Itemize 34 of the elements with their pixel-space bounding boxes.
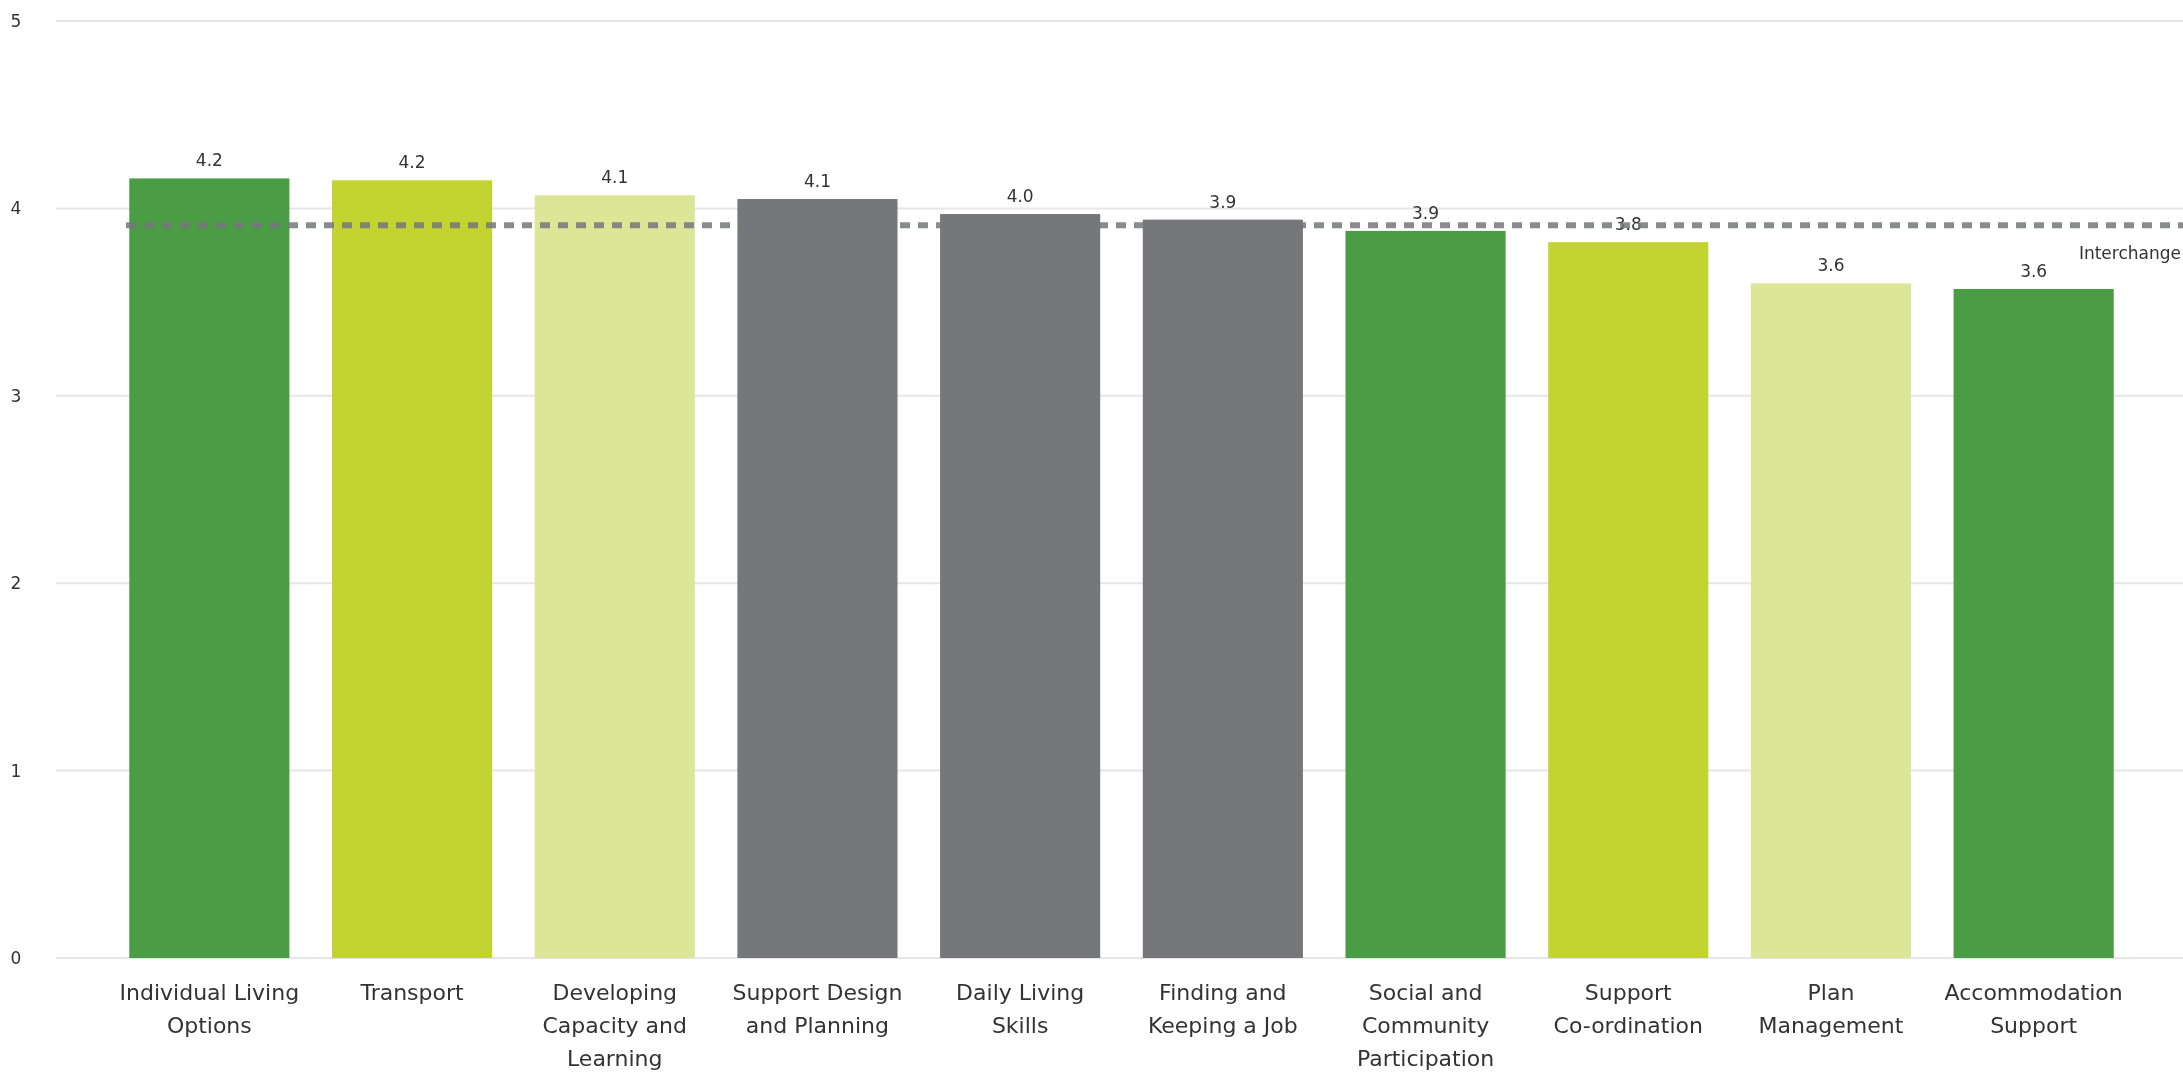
data-label: 4.2 xyxy=(195,150,223,171)
x-tick-label: Individual Living Options xyxy=(119,980,300,1038)
bar xyxy=(1345,230,1506,958)
bar xyxy=(534,195,695,958)
data-label: 3.6 xyxy=(1817,255,1845,276)
y-tick-label: 3 xyxy=(10,385,22,406)
data-label: 3.9 xyxy=(1412,202,1440,223)
bar xyxy=(129,178,290,958)
data-label: 4.1 xyxy=(601,167,629,188)
x-tick-label: Plan Management xyxy=(1758,980,1904,1038)
x-tick-label: Finding and Keeping a Job xyxy=(1147,980,1298,1038)
y-tick-label: 1 xyxy=(10,760,22,781)
y-tick-label: 0 xyxy=(10,947,22,968)
ref-line-label: Interchange xyxy=(2078,243,2181,264)
bar xyxy=(1953,288,2114,958)
x-tick-label: Transport xyxy=(359,980,465,1005)
x-tick-label: Accommodation Support xyxy=(1944,980,2123,1038)
bar xyxy=(331,180,493,958)
y-tick-label: 2 xyxy=(10,573,22,594)
data-label: 4.2 xyxy=(398,152,426,173)
data-label: 4.1 xyxy=(803,171,831,192)
y-tick-label: 5 xyxy=(10,10,22,31)
x-tick-label: Support Design and Planning xyxy=(732,980,903,1038)
data-label: 3.6 xyxy=(2020,260,2048,281)
y-tick-label: 4 xyxy=(10,198,22,219)
x-tick-label: Social and Community Participation xyxy=(1356,980,1495,1071)
x-tick-label: Developing Capacity and Learning xyxy=(542,980,688,1071)
bar xyxy=(1750,283,1912,958)
data-label: 3.9 xyxy=(1209,191,1237,212)
bar xyxy=(1548,242,1709,958)
x-tick-label: Support Co-ordination xyxy=(1553,980,1703,1038)
data-label: 3.8 xyxy=(1614,214,1642,235)
data-label: 4.0 xyxy=(1006,186,1034,207)
x-tick-label: Daily Living Skills xyxy=(956,980,1085,1038)
